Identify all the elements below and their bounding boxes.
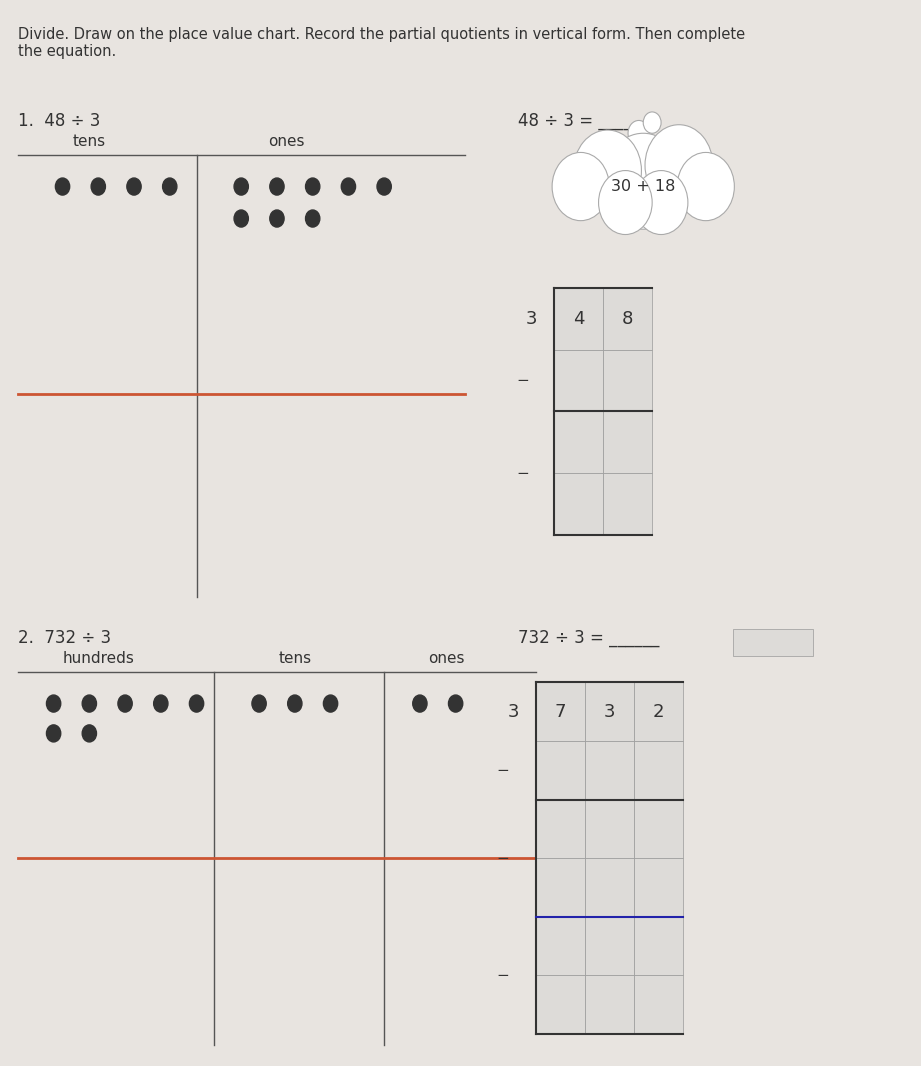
Text: 732 ÷ 3 = ______: 732 ÷ 3 = ______ <box>519 629 659 647</box>
Circle shape <box>163 178 177 195</box>
Text: 1.  48 ÷ 3: 1. 48 ÷ 3 <box>17 112 100 130</box>
Bar <box>585 682 635 741</box>
Bar <box>585 800 635 858</box>
Circle shape <box>270 178 284 195</box>
Bar <box>635 917 683 975</box>
Text: 30 + 18: 30 + 18 <box>611 179 675 194</box>
Circle shape <box>234 210 249 227</box>
Bar <box>585 975 635 1034</box>
Circle shape <box>628 120 649 146</box>
Text: 3: 3 <box>526 310 537 327</box>
Text: −: − <box>496 762 509 778</box>
Circle shape <box>91 178 105 195</box>
Text: −: − <box>496 968 509 983</box>
Bar <box>554 350 603 411</box>
Circle shape <box>306 210 320 227</box>
Circle shape <box>413 695 427 712</box>
Circle shape <box>449 695 462 712</box>
Text: ones: ones <box>428 651 465 666</box>
Circle shape <box>645 125 713 206</box>
Text: 7: 7 <box>554 702 566 721</box>
Bar <box>554 288 603 350</box>
Circle shape <box>118 695 133 712</box>
Bar <box>603 288 652 350</box>
Bar <box>536 858 585 917</box>
Text: −: − <box>517 466 529 481</box>
Text: −: − <box>496 851 509 866</box>
Circle shape <box>342 178 356 195</box>
Circle shape <box>377 178 391 195</box>
Text: 3: 3 <box>604 702 615 721</box>
Text: Divide. Draw on the place value chart. Record the partial quotients in vertical : Divide. Draw on the place value chart. R… <box>17 27 745 59</box>
Bar <box>635 975 683 1034</box>
Circle shape <box>287 695 302 712</box>
Text: hundreds: hundreds <box>63 651 134 666</box>
Circle shape <box>635 171 688 235</box>
Bar <box>585 858 635 917</box>
Text: 2: 2 <box>653 702 665 721</box>
Circle shape <box>603 133 683 229</box>
Text: 3: 3 <box>508 702 519 721</box>
Bar <box>536 917 585 975</box>
Text: −: − <box>517 373 529 388</box>
Text: tens: tens <box>278 651 311 666</box>
Text: 2.  732 ÷ 3: 2. 732 ÷ 3 <box>17 629 111 647</box>
Bar <box>536 682 585 741</box>
Circle shape <box>46 725 61 742</box>
Bar <box>635 858 683 917</box>
Bar <box>635 800 683 858</box>
Bar <box>603 473 652 535</box>
Circle shape <box>82 695 97 712</box>
Bar <box>635 682 683 741</box>
Circle shape <box>190 695 204 712</box>
Bar <box>603 350 652 411</box>
Circle shape <box>677 152 734 221</box>
Text: 4: 4 <box>573 310 584 327</box>
Circle shape <box>643 112 661 133</box>
Bar <box>603 411 652 473</box>
Circle shape <box>82 725 97 742</box>
Bar <box>536 800 585 858</box>
Bar <box>554 411 603 473</box>
Bar <box>732 629 813 656</box>
Text: ones: ones <box>268 134 304 149</box>
Bar <box>635 741 683 800</box>
Circle shape <box>55 178 70 195</box>
Text: 48 ÷ 3 = ______: 48 ÷ 3 = ______ <box>519 112 648 130</box>
Circle shape <box>270 210 284 227</box>
Circle shape <box>46 695 61 712</box>
Circle shape <box>552 152 610 221</box>
Text: 8: 8 <box>622 310 634 327</box>
Bar <box>554 473 603 535</box>
Circle shape <box>323 695 338 712</box>
Circle shape <box>574 130 641 211</box>
Circle shape <box>306 178 320 195</box>
Bar <box>585 917 635 975</box>
Circle shape <box>252 695 266 712</box>
Circle shape <box>234 178 249 195</box>
Circle shape <box>127 178 141 195</box>
Circle shape <box>154 695 168 712</box>
Bar <box>585 741 635 800</box>
Circle shape <box>599 171 652 235</box>
Text: tens: tens <box>73 134 106 149</box>
Bar <box>536 741 585 800</box>
Bar <box>536 975 585 1034</box>
